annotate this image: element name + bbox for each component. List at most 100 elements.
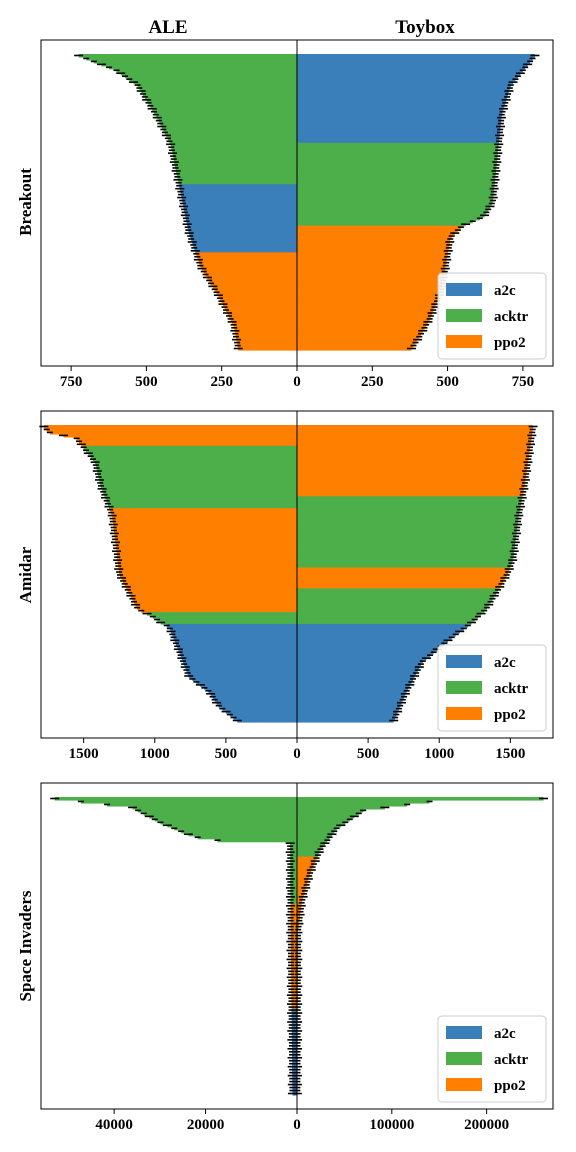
bar-ppo2 [297,865,313,870]
bar-ppo2 [297,484,525,488]
bar-ppo2 [43,425,298,429]
bar-acktr [290,901,297,905]
bar-ppo2 [135,603,297,607]
row-label-space-invaders: Space Invaders [16,890,35,1001]
bar-ppo2 [297,273,445,277]
bar-acktr [290,883,297,887]
bar-acktr [297,514,519,518]
panel-amidar: 1500 1000 500 0 500 1000 1500 a2c acktr ppo2 [39,410,554,762]
bar-ppo2 [134,600,297,604]
bar-acktr [297,555,514,560]
bar-acktr [101,62,298,67]
bar-acktr [188,832,297,837]
bar-ppo2 [297,267,446,271]
bar-ppo2 [132,597,297,601]
bar-ppo2 [116,552,297,557]
bar-a2c [297,659,423,664]
bar-acktr [297,204,491,209]
bar-ppo2 [297,249,449,253]
bar-acktr [106,499,298,503]
bar-acktr [129,77,297,82]
bar-a2c [222,707,297,711]
bar-acktr [297,207,489,212]
bar-acktr [139,86,297,91]
bar-acktr [297,190,494,194]
bar-a2c [297,56,533,61]
bar-a2c [175,641,297,646]
bar-a2c [204,686,297,690]
legend-label-acktr: acktr [494,309,528,325]
bar-ppo2 [297,582,502,586]
bar-ppo2 [203,270,297,274]
legend-swatch-a2c [446,655,482,668]
bar-ppo2 [297,448,530,453]
bar-acktr [143,811,297,816]
bar-acktr [297,618,475,622]
bar-a2c [297,656,427,661]
bar-ppo2 [197,255,297,259]
bar-a2c [297,704,401,708]
bar-acktr [297,817,350,822]
bar-a2c [297,77,516,82]
bar-acktr [290,874,297,879]
x-tick-label: 1000 [140,746,170,762]
bar-a2c [297,86,510,91]
bar-ppo2 [290,925,297,929]
bar-acktr [120,71,298,76]
bar-a2c [173,635,297,640]
bar-acktr [290,844,297,849]
bar-ppo2 [218,293,297,298]
bar-a2c [193,243,297,247]
bar-acktr [181,829,297,834]
bar-acktr [167,823,297,828]
bar-acktr [297,561,512,566]
bar-a2c [181,196,297,200]
bar-acktr [152,615,297,619]
bar-a2c [297,677,413,682]
bar-acktr [297,172,496,176]
x-tick-label: 750 [60,374,83,390]
bar-ppo2 [211,281,297,286]
bar-acktr [157,618,297,622]
bar-a2c [297,74,518,79]
toybox-bars [292,797,549,1096]
bar-ppo2 [297,472,527,477]
bar-a2c [182,199,297,203]
bar-ppo2 [297,284,443,289]
bar-ppo2 [297,439,531,444]
bar-ppo2 [290,916,297,920]
bar-a2c [297,635,452,640]
bar-ppo2 [297,228,458,233]
bar-acktr [297,797,544,801]
bar-acktr [166,133,297,138]
bar-a2c [185,216,297,221]
bar-ppo2 [127,588,297,592]
bar-ppo2 [137,606,297,610]
bar-ppo2 [297,457,529,462]
bar-acktr [297,534,517,539]
bar-acktr [297,802,408,807]
bar-acktr [297,838,328,843]
bar-a2c [190,234,297,239]
bar-acktr [173,157,297,162]
bar-acktr [290,871,297,876]
bar-a2c [187,225,297,230]
bar-ppo2 [297,293,440,298]
bar-ppo2 [118,567,298,572]
bar-a2c [188,674,297,679]
bar-ppo2 [297,296,439,301]
bar-ppo2 [111,511,297,515]
panel-breakout: 750 500 250 0 250 500 750 a2c acktr ppo2 [40,39,554,390]
bar-acktr [297,543,515,548]
bar-acktr [170,142,297,147]
bar-acktr [297,148,499,153]
bar-acktr [138,808,297,813]
bar-acktr [149,814,297,819]
bar-ppo2 [297,425,534,429]
bar-acktr [54,797,298,801]
bar-acktr [157,116,297,120]
legend-swatch-a2c [446,283,482,296]
bar-acktr [297,502,521,506]
bar-ppo2 [297,475,526,480]
bar-acktr [104,493,297,497]
